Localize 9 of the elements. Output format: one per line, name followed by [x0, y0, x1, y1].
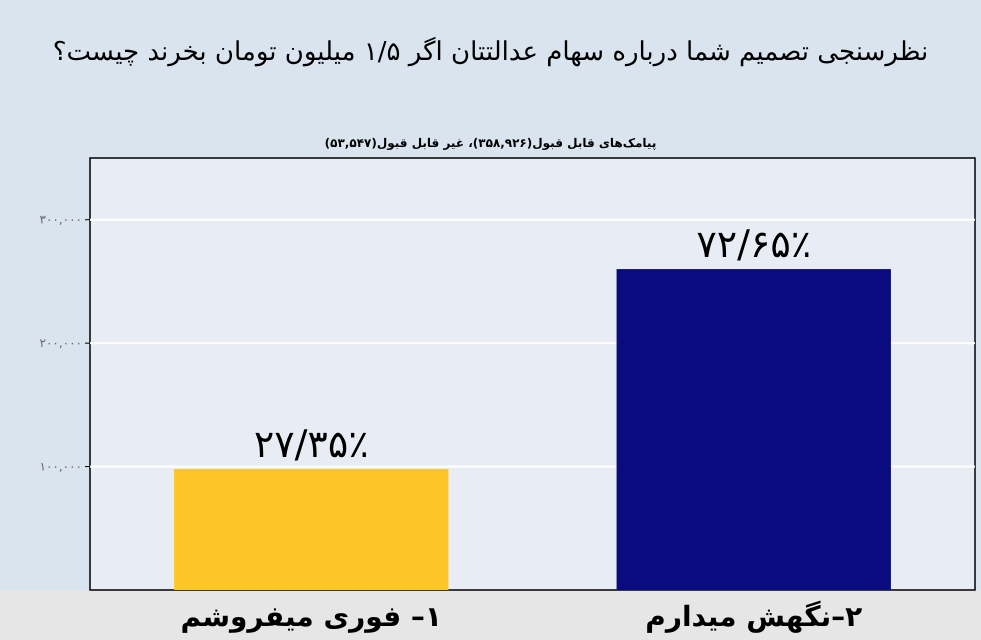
x-tick-label: ۱– فوری میفروشم — [180, 600, 442, 633]
chart-title: نظرسنجی تصمیم شما درباره سهام عدالتتان اگر ۱/۵ میلیون تومان بخرند چیست؟ — [52, 36, 928, 67]
x-tick-label: ۲–نگهش میدارم — [645, 600, 862, 633]
data-label: ۷۲/۶۵٪ — [696, 222, 812, 266]
chart-subtitle: پیامک‌های قابل قبول(۳۵۸,۹۲۶)، غیر قابل قبول(۵۳,۵۴۷) — [324, 136, 656, 150]
y-tick-label: ۳۰۰,۰۰۰ — [40, 212, 82, 227]
y-tick-label: ۱۰۰,۰۰۰ — [40, 460, 82, 474]
data-label: ۲۷/۳۵٪ — [254, 422, 369, 466]
y-tick-label: ۲۰۰,۰۰۰ — [40, 336, 82, 350]
